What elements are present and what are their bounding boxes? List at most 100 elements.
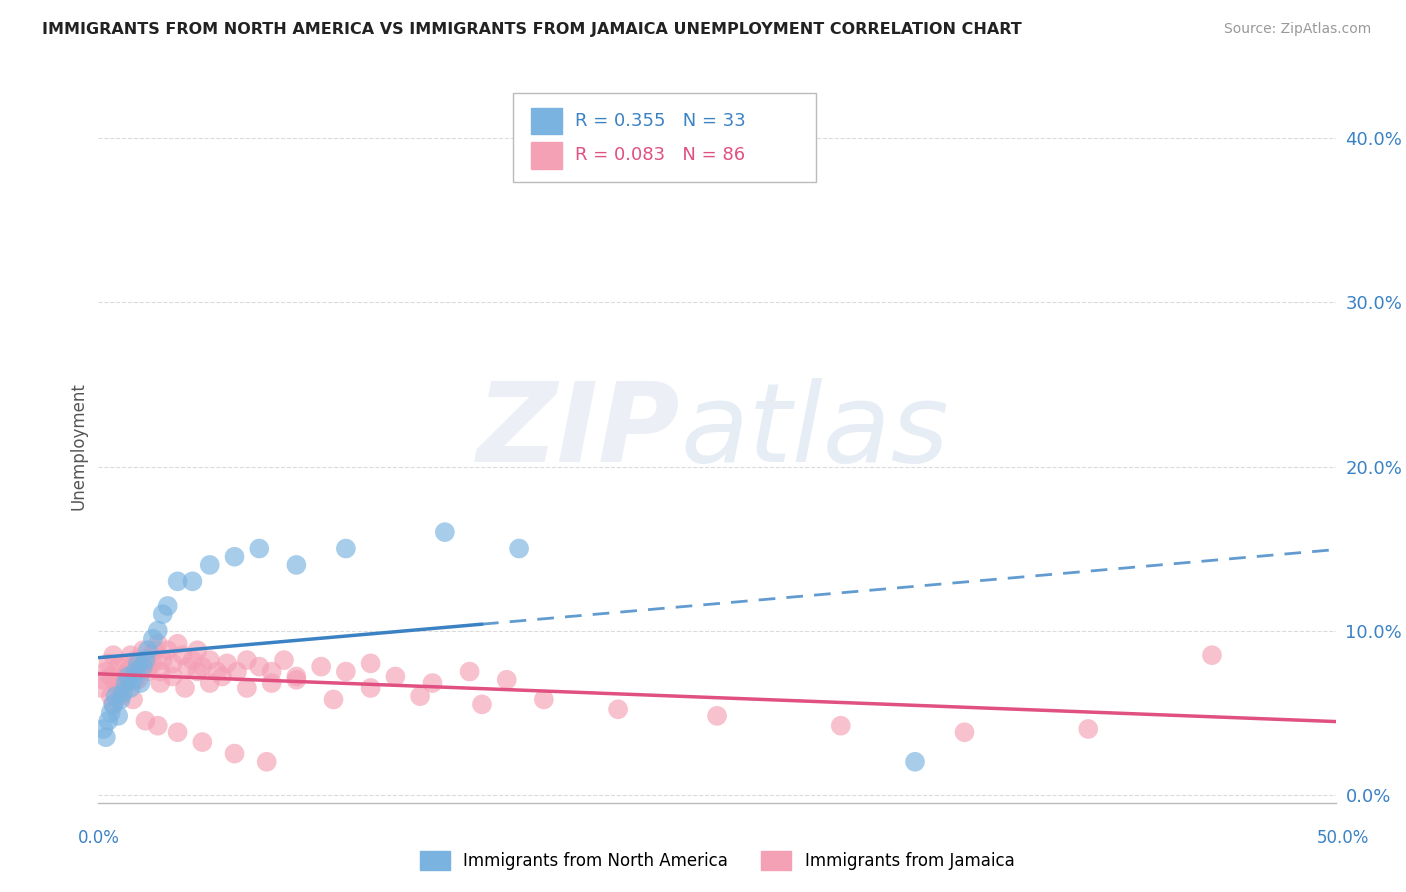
Point — [149, 676, 172, 690]
Point — [127, 673, 149, 687]
Point — [104, 676, 127, 690]
Point — [471, 698, 494, 712]
Point — [103, 698, 125, 712]
Point — [285, 558, 308, 572]
Text: Source: ZipAtlas.com: Source: ZipAtlas.com — [1223, 22, 1371, 37]
Point — [132, 659, 155, 673]
Point — [142, 632, 165, 646]
Point — [166, 725, 188, 739]
Point — [191, 735, 214, 749]
Point — [198, 676, 221, 690]
Point — [260, 676, 283, 690]
FancyBboxPatch shape — [513, 93, 815, 182]
Point — [156, 643, 179, 657]
Text: 50.0%: 50.0% — [1316, 829, 1369, 847]
Point — [360, 657, 382, 671]
Point — [146, 624, 169, 638]
Point — [162, 657, 184, 671]
Point — [285, 673, 308, 687]
Point — [174, 681, 197, 695]
Point — [198, 653, 221, 667]
Point — [198, 558, 221, 572]
Point — [422, 676, 444, 690]
Point — [112, 686, 135, 700]
Text: R = 0.083   N = 86: R = 0.083 N = 86 — [575, 146, 745, 164]
Point — [953, 725, 976, 739]
Point — [117, 669, 139, 683]
Point — [146, 719, 169, 733]
Point — [132, 643, 155, 657]
Point — [256, 755, 278, 769]
Point — [132, 657, 155, 671]
Point — [117, 665, 139, 679]
Point — [122, 659, 145, 673]
Point — [129, 657, 152, 671]
Point — [142, 657, 165, 671]
Point — [335, 665, 357, 679]
Point — [122, 692, 145, 706]
Point — [224, 747, 246, 761]
Point — [110, 689, 132, 703]
Point — [186, 665, 208, 679]
Bar — [531, 108, 562, 134]
Point — [191, 659, 214, 673]
Point — [107, 709, 129, 723]
Point — [90, 681, 112, 695]
Point — [360, 681, 382, 695]
Point — [124, 665, 146, 679]
Point — [107, 681, 129, 695]
Point — [134, 653, 156, 667]
Point — [273, 653, 295, 667]
Point — [166, 574, 188, 589]
Point — [97, 714, 120, 728]
Point — [97, 657, 120, 671]
Point — [122, 673, 145, 687]
Point — [162, 669, 184, 683]
Point — [236, 653, 259, 667]
Text: 0.0%: 0.0% — [77, 829, 120, 847]
Point — [103, 648, 125, 662]
Point — [136, 659, 159, 673]
Point — [384, 669, 406, 683]
Point — [110, 681, 132, 695]
Point — [127, 657, 149, 671]
Bar — [531, 143, 562, 169]
Point — [226, 665, 249, 679]
Point — [136, 665, 159, 679]
Point — [152, 653, 174, 667]
Point — [129, 676, 152, 690]
Point — [94, 665, 117, 679]
Point — [149, 665, 172, 679]
Point — [134, 714, 156, 728]
Text: ZIP: ZIP — [477, 378, 681, 485]
Point — [409, 689, 432, 703]
Point — [156, 599, 179, 613]
Text: R = 0.355   N = 33: R = 0.355 N = 33 — [575, 112, 745, 130]
Point — [117, 665, 139, 679]
Point — [93, 673, 115, 687]
Point — [94, 730, 117, 744]
Point — [120, 681, 142, 695]
Point — [217, 657, 239, 671]
Point — [134, 653, 156, 667]
Point — [172, 648, 194, 662]
Point — [1201, 648, 1223, 662]
Text: atlas: atlas — [681, 378, 949, 485]
Point — [247, 541, 270, 556]
Point — [458, 665, 481, 679]
Point — [112, 669, 135, 683]
Point — [309, 659, 332, 673]
Point — [146, 637, 169, 651]
Point — [830, 719, 852, 733]
Point — [100, 669, 122, 683]
Point — [100, 689, 122, 703]
Point — [166, 637, 188, 651]
Point — [904, 755, 927, 769]
Point — [260, 665, 283, 679]
Point — [508, 541, 530, 556]
Point — [93, 722, 115, 736]
Point — [136, 643, 159, 657]
Point — [104, 689, 127, 703]
Point — [124, 653, 146, 667]
Point — [152, 607, 174, 622]
